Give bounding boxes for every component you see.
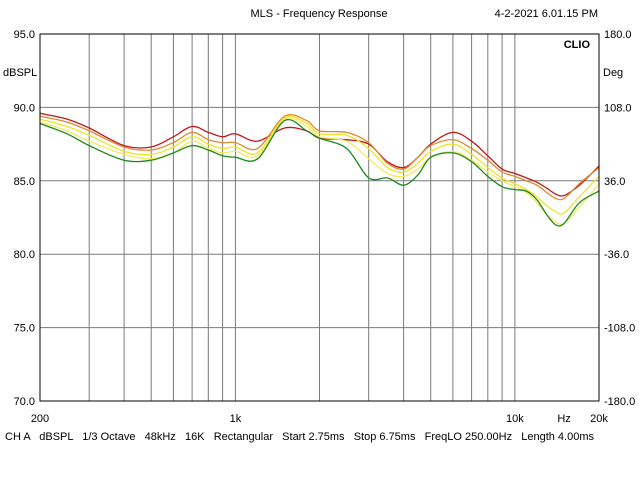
y2-tick-label: 36.0 xyxy=(604,176,625,188)
chart-title: MLS - Frequency Response xyxy=(251,8,388,20)
x-tick-label: 10k xyxy=(506,413,524,425)
left-axis-ticks: 95.0 90.0 85.0 80.0 75.0 70.0 xyxy=(14,29,35,408)
plot-frame xyxy=(39,33,600,402)
y-tick-label: 75.0 xyxy=(14,323,35,335)
y-tick-label: 90.0 xyxy=(14,102,35,114)
series-line-green xyxy=(39,118,600,227)
grid xyxy=(40,34,599,401)
x-tick-label: 200 xyxy=(31,413,49,425)
y2-tick-label: -36.0 xyxy=(604,249,629,261)
series-line-yellow xyxy=(39,115,600,215)
series-line-orange xyxy=(39,113,600,201)
y2-tick-label: 108.0 xyxy=(604,102,632,114)
y2-tick-label: -180.0 xyxy=(604,396,635,408)
measurement-settings: CH A dBSPL 1/3 Octave 48kHz 16K Rectangu… xyxy=(5,431,595,443)
series-layer xyxy=(39,112,600,227)
right-axis-ticks: 180.0 108.0 36.0 -36.0 -108.0 -180.0 xyxy=(604,29,635,408)
y-tick-label: 95.0 xyxy=(14,29,35,41)
y-tick-label: 85.0 xyxy=(14,176,35,188)
x-tick-label: Hz xyxy=(557,413,570,425)
x-tick-label: 1k xyxy=(230,413,242,425)
y2-tick-label: -108.0 xyxy=(604,323,635,335)
y2-tick-label: 180.0 xyxy=(604,29,632,41)
right-axis-unit: Deg xyxy=(603,67,623,79)
x-tick-label: 20k xyxy=(590,413,608,425)
y-tick-label: 70.0 xyxy=(14,396,35,408)
x-axis-ticks: 200 1k 10k Hz 20k xyxy=(31,413,609,425)
timestamp: 4-2-2021 6.01.15 PM xyxy=(495,8,598,20)
left-axis-unit: dBSPL xyxy=(3,67,37,79)
clio-brand: CLIO xyxy=(564,39,591,51)
y-tick-label: 80.0 xyxy=(14,249,35,261)
